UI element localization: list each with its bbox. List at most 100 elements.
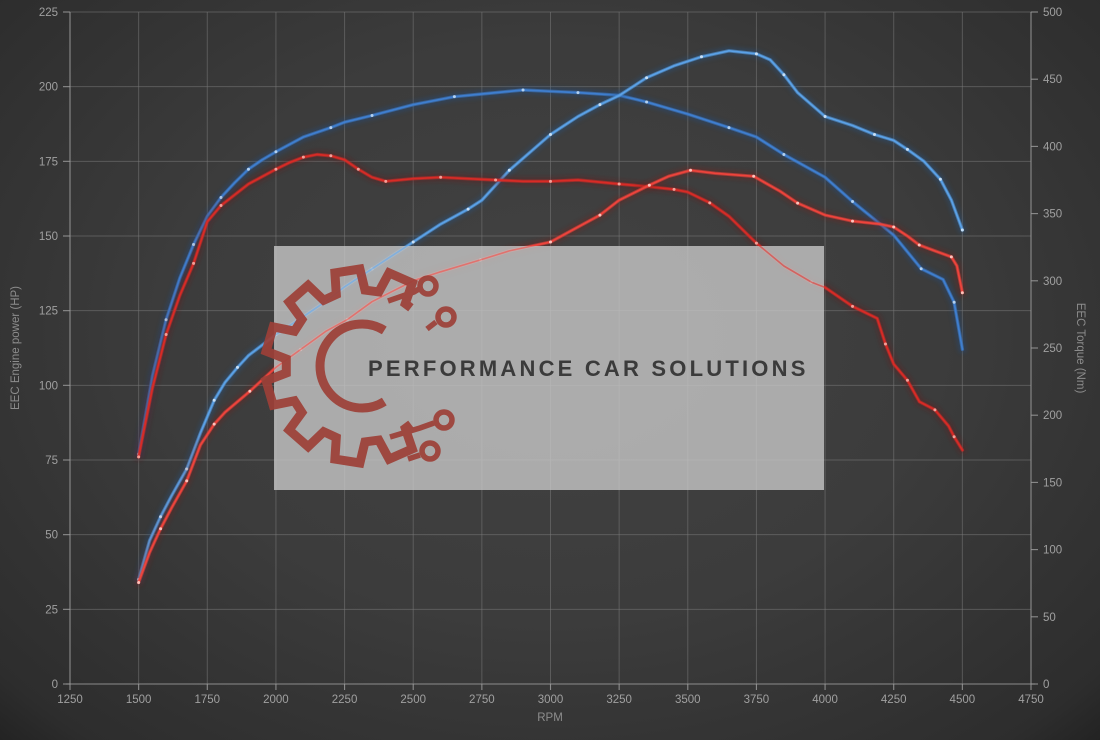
data-point (219, 204, 223, 208)
data-point (494, 178, 498, 182)
x-tick-label: 3500 (675, 694, 701, 706)
data-point (708, 201, 712, 205)
data-point (439, 175, 443, 179)
watermark: PERFORMANCE CAR SOLUTIONS (260, 246, 824, 490)
y-left-tick-label: 25 (45, 604, 58, 616)
x-tick-label: 1750 (194, 694, 220, 706)
curve-power-blue (134, 46, 967, 584)
data-point (274, 150, 278, 154)
data-point (727, 126, 731, 130)
y-right-tick-label: 50 (1043, 612, 1056, 624)
y-left-tick-label: 100 (39, 380, 58, 392)
data-point (949, 255, 953, 259)
data-point (329, 126, 333, 130)
data-point (952, 300, 956, 304)
data-point (576, 91, 580, 95)
data-point (823, 115, 827, 119)
y-right-tick-label: 400 (1043, 141, 1062, 153)
circuit-trace (387, 286, 421, 304)
dyno-curves (134, 46, 967, 587)
data-point (164, 333, 168, 337)
circuit-trace (407, 452, 421, 462)
x-tick-label: 3750 (744, 694, 770, 706)
data-point (598, 103, 602, 107)
data-point (938, 177, 942, 181)
circuit-trace (389, 420, 435, 440)
data-point (782, 73, 786, 77)
y-right-tick-label: 250 (1043, 343, 1062, 355)
data-point (872, 132, 876, 136)
x-tick-label: 4250 (881, 694, 907, 706)
data-point (892, 225, 896, 229)
data-point (754, 52, 758, 56)
data-point (301, 155, 305, 159)
circuit-node-icon (417, 275, 439, 297)
x-tick-label: 2500 (400, 694, 426, 706)
y-right-tick-label: 0 (1043, 679, 1049, 691)
x-tick-label: 3250 (606, 694, 632, 706)
data-point (905, 378, 909, 382)
y-left-tick-label: 125 (39, 306, 58, 318)
data-point (933, 408, 937, 412)
data-point (185, 479, 189, 483)
data-point (137, 580, 141, 584)
data-point (700, 55, 704, 59)
curve-power-red (134, 166, 967, 587)
data-point (851, 200, 855, 204)
y-right-tick-label: 350 (1043, 209, 1062, 221)
data-point (851, 219, 855, 223)
x-tick-label: 1500 (126, 694, 152, 706)
data-point (796, 201, 800, 205)
data-point (246, 167, 250, 171)
data-point (952, 435, 956, 439)
x-tick-label: 3000 (538, 694, 564, 706)
y-left-tick-label: 175 (39, 156, 58, 168)
data-point (905, 147, 909, 151)
y-right-tick-label: 150 (1043, 477, 1062, 489)
data-point (647, 183, 651, 187)
x-tick-label: 4500 (950, 694, 976, 706)
x-axis-title: RPM (537, 712, 563, 724)
data-point (645, 76, 649, 80)
y-right-tick-label: 200 (1043, 410, 1062, 422)
data-point (219, 195, 223, 199)
data-point (549, 132, 552, 136)
x-tick-label: 2000 (263, 694, 289, 706)
data-point (752, 174, 756, 178)
data-point (521, 88, 525, 92)
y-left-axis-title: EEC Engine power (HP) (10, 286, 22, 410)
data-point (466, 207, 470, 211)
curve-torque-red (134, 150, 967, 461)
data-point (851, 304, 855, 308)
data-point (507, 168, 511, 172)
data-point (274, 167, 278, 171)
data-point (917, 243, 921, 247)
x-tick-label: 4000 (812, 694, 838, 706)
x-tick-label: 4750 (1018, 694, 1044, 706)
data-point (411, 240, 415, 244)
watermark-text: PERFORMANCE CAR SOLUTIONS (368, 356, 809, 381)
y-right-tick-label: 450 (1043, 74, 1062, 86)
data-point (235, 365, 239, 369)
y-left-tick-label: 50 (45, 530, 58, 542)
data-point (782, 152, 786, 156)
data-point (689, 168, 693, 172)
circuit-node-icon (435, 306, 457, 328)
data-point (919, 267, 923, 271)
gear-outline (260, 263, 418, 469)
y-left-tick-label: 225 (39, 7, 58, 19)
y-right-tick-label: 500 (1043, 7, 1062, 19)
y-left-tick-label: 150 (39, 231, 58, 243)
y-left-tick-label: 75 (45, 455, 58, 467)
circuit-node-icon (419, 440, 441, 462)
data-point (645, 100, 649, 104)
data-point (960, 228, 964, 232)
data-point (754, 241, 758, 245)
curve-torque-blue (134, 86, 967, 459)
axis-labels: RPM EEC Engine power (HP) EEC Torque (Nm… (10, 286, 1086, 724)
gear-inner-arc (315, 319, 387, 413)
data-point (598, 213, 602, 217)
data-point (137, 455, 141, 459)
data-point (248, 389, 252, 393)
